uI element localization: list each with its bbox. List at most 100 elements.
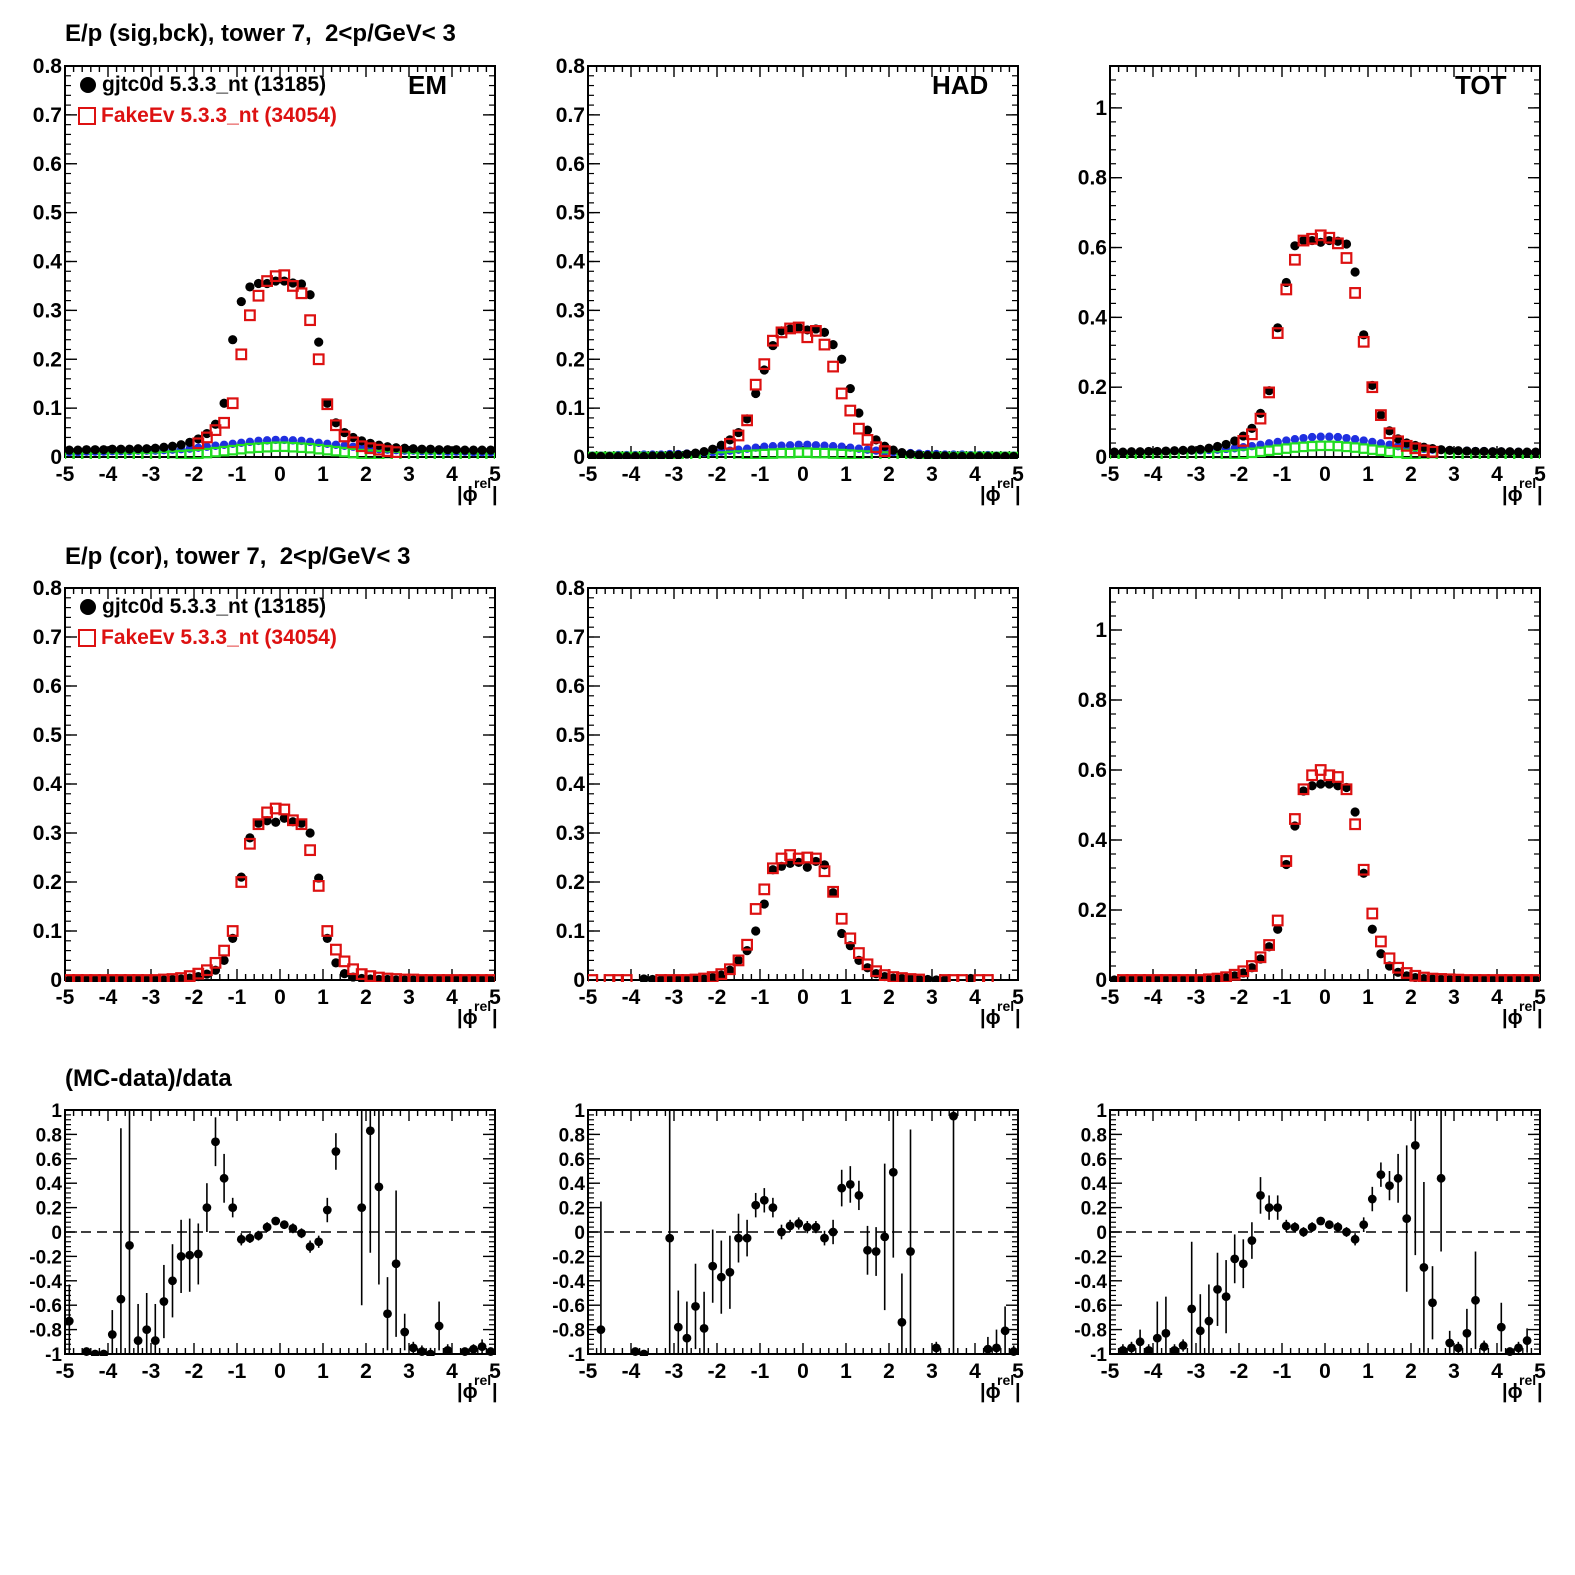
- data-point: [682, 975, 692, 982]
- row-title-cor: E/p (cor), tower 7, 2<p/GeV< 3: [65, 543, 411, 570]
- ratio-point: [279, 1220, 289, 1230]
- ratio-point: [168, 1276, 177, 1286]
- mc-point: [818, 865, 831, 878]
- y-tick-label: 0.6: [1078, 237, 1107, 260]
- data-point: [1445, 975, 1455, 982]
- row-title-sigbck: E/p (sig,bck), tower 7, 2<p/GeV< 3: [65, 20, 456, 47]
- x-tick-label: 0: [797, 463, 809, 486]
- data-point: [647, 974, 658, 982]
- data-point: [1118, 975, 1128, 982]
- bck-mc-point: [1366, 444, 1378, 455]
- ratio-point: [759, 1195, 769, 1205]
- mc-point: [852, 947, 865, 959]
- y-tick-label: 0.2: [1078, 376, 1107, 399]
- y-tick-label: 0.6: [33, 153, 62, 176]
- x-tick-label: -1: [228, 986, 247, 1009]
- x-tick-label: 3: [926, 1360, 938, 1383]
- data-point: [656, 451, 666, 459]
- data-layer: [65, 802, 495, 982]
- data-point: [1195, 975, 1205, 982]
- mc-point: [732, 429, 745, 442]
- y-tick-label: 0.8: [36, 1125, 62, 1146]
- x-tick-label: 1: [317, 986, 329, 1009]
- ratio-point: [863, 1245, 872, 1255]
- ratio-point: [202, 1203, 212, 1212]
- data-point: [1230, 436, 1240, 446]
- y-tick-label: 0.2: [556, 348, 585, 371]
- x-axis-label: |ϕ: [1502, 484, 1523, 506]
- x-axis-label-close: |: [492, 1007, 498, 1029]
- data-point: [1505, 975, 1515, 982]
- ratio-point: [1118, 1345, 1128, 1355]
- ratio-point: [785, 1221, 795, 1231]
- chart-cor-had: 0 0.1 0.2 0.3 0.4 0.5 0.6 0.7 0.8 -5 -4 -3 -2 -1 0 1 2 3 4…: [556, 577, 1024, 1029]
- ratio-point: [888, 1167, 898, 1177]
- data-point: [794, 322, 804, 333]
- mc-point: [758, 358, 771, 371]
- data-point: [1178, 445, 1188, 455]
- data-point: [417, 444, 427, 454]
- x-tick-label: -4: [622, 986, 641, 1009]
- data-point: [1187, 445, 1197, 455]
- x-tick-label: 4: [1491, 986, 1503, 1009]
- mc-point: [278, 269, 291, 282]
- y-tick-label: 1: [51, 1101, 62, 1122]
- y-tick-label: 0.4: [1078, 306, 1108, 329]
- data-point: [1376, 410, 1386, 420]
- y-tick-label: -0.8: [29, 1321, 62, 1342]
- x-tick-label: 2: [1405, 1360, 1417, 1383]
- data-point: [150, 975, 160, 982]
- data-point: [991, 451, 1002, 459]
- data-point: [185, 437, 195, 447]
- x-tick-label: -1: [751, 986, 770, 1009]
- x-axis-label-sup: rel: [997, 998, 1014, 1014]
- ratio-point: [983, 1344, 993, 1354]
- data-point: [1470, 446, 1481, 457]
- ratio-point: [159, 1297, 169, 1306]
- x-tick-label: -2: [185, 986, 204, 1009]
- data-point: [219, 398, 229, 408]
- data-point: [888, 445, 898, 455]
- data-point: [845, 383, 855, 394]
- ratio-point: [1178, 1341, 1188, 1350]
- mc-point: [244, 309, 256, 322]
- x-axis-label-sup: rel: [1519, 998, 1536, 1014]
- dot-marker-icon: [80, 598, 96, 615]
- x-tick-label: -5: [1101, 1360, 1120, 1383]
- data-point: [73, 445, 83, 455]
- data-point: [596, 451, 606, 459]
- data-point: [1204, 975, 1214, 982]
- data-point: [133, 444, 143, 454]
- mc-point: [844, 932, 857, 945]
- data-point: [588, 451, 597, 459]
- mc-point: [321, 925, 334, 937]
- y-tick-label: 0.1: [33, 397, 63, 420]
- mc-point: [1254, 951, 1267, 964]
- data-point: [1204, 443, 1214, 453]
- y-tick-label: 0.3: [33, 822, 62, 845]
- data-point: [1427, 974, 1438, 982]
- mc-point: [226, 397, 239, 410]
- x-tick-label: 5: [1534, 986, 1546, 1009]
- data-point: [90, 975, 100, 982]
- mc-point: [1245, 960, 1258, 972]
- mc-point: [295, 818, 308, 831]
- mc-point: [244, 837, 256, 850]
- ratio-point: [1290, 1222, 1300, 1232]
- data-point: [914, 974, 924, 982]
- x-tick-label: 1: [840, 463, 852, 486]
- mc-point: [235, 876, 248, 888]
- x-tick-label: 4: [1491, 463, 1503, 486]
- data-point: [253, 818, 264, 828]
- legend-top: gjtc0d 5.3.3_nt (13185) FakeEv 5.3.3_nt …: [78, 69, 337, 131]
- y-tick-label: 0: [51, 1223, 62, 1244]
- ratio-point: [1522, 1336, 1532, 1345]
- chart-sigbck-had: 0 0.1 0.2 0.3 0.4 0.5 0.6 0.7 0.8 -5 -4 -3 -2 -1 0 1 2 3 4…: [556, 55, 1024, 506]
- x-tick-label: 1: [840, 1360, 852, 1383]
- y-tick-label: 0.4: [33, 251, 63, 274]
- mc-point: [741, 414, 753, 427]
- data-point: [107, 975, 117, 982]
- data-point: [1135, 975, 1145, 982]
- data-point: [957, 451, 967, 459]
- data-point: [460, 445, 470, 455]
